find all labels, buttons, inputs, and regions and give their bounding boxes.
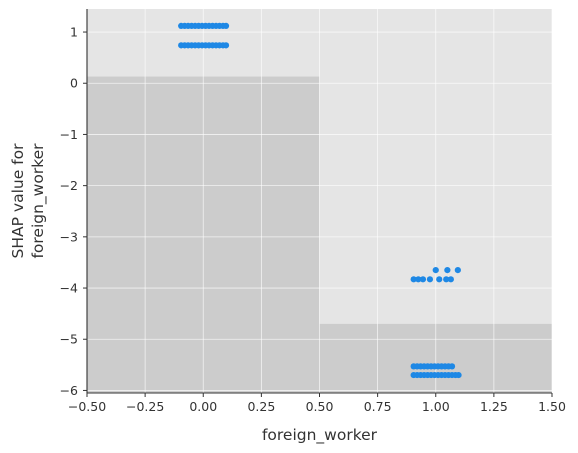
data-point — [443, 276, 450, 283]
x-tick-label: 0.50 — [306, 399, 334, 414]
data-point — [432, 267, 439, 274]
data-point — [436, 276, 443, 283]
data-point — [426, 276, 434, 283]
x-tick-label: 1.25 — [480, 399, 508, 414]
data-point — [415, 276, 422, 283]
x-ticks: −0.50 −0.25 0.00 0.25 0.50 0.75 1.00 1.25 1.50 — [68, 393, 566, 414]
x-tick-label: 0.25 — [247, 399, 275, 414]
y-tick-label: −5 — [60, 332, 78, 347]
y-axis-label-line-1: SHAP value for — [9, 143, 27, 259]
data-point — [444, 267, 451, 274]
y-tick-label: −2 — [60, 178, 78, 193]
y-axis-label: SHAP value for foreign_worker — [9, 143, 48, 259]
y-tick-label: −1 — [60, 127, 78, 142]
x-tick-label: 1.50 — [538, 399, 566, 414]
data-point — [222, 22, 230, 29]
x-tick-label: −0.25 — [126, 399, 164, 414]
y-tick-label: 1 — [70, 25, 78, 40]
data-point — [419, 276, 427, 283]
x-tick-label: 1.00 — [422, 399, 450, 414]
data-point — [410, 276, 417, 283]
x-tick-label: 0.00 — [189, 399, 217, 414]
y-ticks: 1 0 −1 −2 −3 −4 −5 −6 — [60, 25, 87, 398]
x-tick-label: 0.75 — [364, 399, 392, 414]
data-point — [454, 267, 461, 274]
x-tick-label: −0.50 — [68, 399, 106, 414]
data-points — [178, 22, 462, 379]
data-point — [455, 371, 462, 379]
data-point — [222, 42, 230, 49]
data-point — [447, 276, 454, 283]
y-tick-label: 0 — [70, 76, 78, 91]
y-tick-label: −3 — [60, 229, 78, 244]
x-axis-label: foreign_worker — [262, 426, 378, 445]
gridlines — [86, 9, 553, 393]
data-point — [448, 363, 456, 370]
y-tick-label: −6 — [60, 383, 78, 398]
y-tick-label: −4 — [60, 281, 78, 296]
y-axis-label-line-2: foreign_worker — [29, 143, 48, 259]
